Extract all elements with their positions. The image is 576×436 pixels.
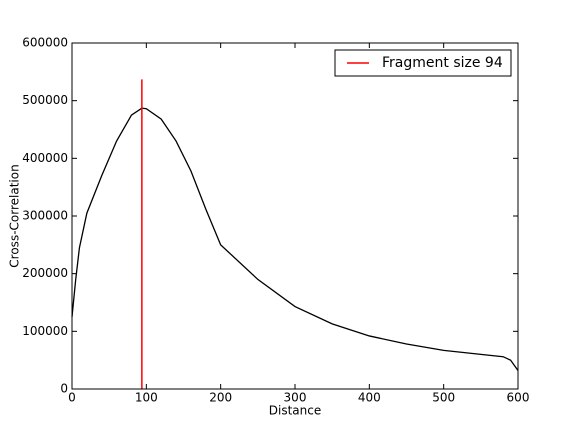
y-axis-label: Cross-Correlation [8,164,22,267]
x-axis-label: Distance [269,404,321,418]
y-tick-label: 0 [60,382,68,396]
x-tick-label: 0 [68,391,76,405]
x-tick-label: 400 [358,391,381,405]
plot-frame [71,42,519,390]
y-tick-label: 500000 [22,93,68,107]
y-tick-label: 300000 [22,209,68,223]
x-tick-label: 600 [507,391,530,405]
data-line [71,107,519,371]
x-tick-label: 500 [432,391,455,405]
legend-label: Fragment size 94 [382,55,503,71]
y-tick-label: 100000 [22,324,68,338]
y-tick-label: 600000 [22,36,68,50]
y-tick-label: 400000 [22,151,68,165]
x-tick-label: 200 [209,391,232,405]
x-tick-label: 100 [135,391,158,405]
x-tick-label: 300 [284,391,307,405]
y-tick-label: 200000 [22,266,68,280]
